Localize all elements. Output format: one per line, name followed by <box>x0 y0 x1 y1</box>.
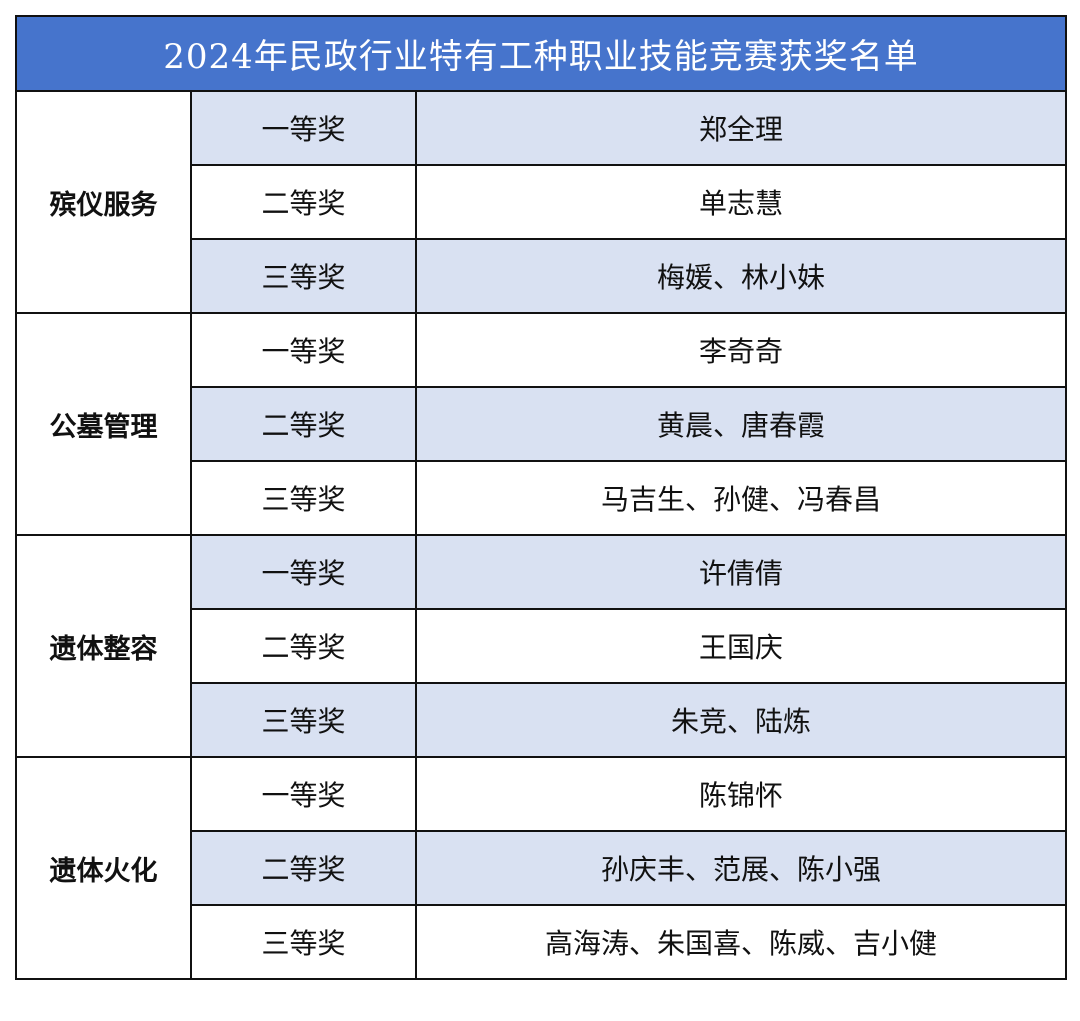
table-row: 三等奖 梅媛、林小妹 <box>16 238 1068 314</box>
winners-cell: 陈锦怀 <box>414 756 1068 832</box>
table-row: 三等奖 高海涛、朱国喜、陈威、吉小健 <box>16 904 1068 980</box>
winners-cell: 朱竞、陆炼 <box>414 682 1068 758</box>
award-level-cell: 一等奖 <box>190 90 417 166</box>
table-row: 二等奖 黄晨、唐春霞 <box>16 386 1068 462</box>
winners-cell: 单志慧 <box>414 164 1068 240</box>
table-row: 二等奖 孙庆丰、范展、陈小强 <box>16 830 1068 906</box>
award-level-cell: 三等奖 <box>190 682 417 758</box>
table-row: 三等奖 朱竞、陆炼 <box>16 682 1068 758</box>
award-level-cell: 二等奖 <box>190 608 417 684</box>
winners-cell: 黄晨、唐春霞 <box>414 386 1068 462</box>
award-level-cell: 三等奖 <box>190 460 417 536</box>
category-cell: 遗体整容 <box>15 534 192 758</box>
table-row: 二等奖 单志慧 <box>16 164 1068 240</box>
category-cell: 殡仪服务 <box>15 90 192 314</box>
table-row: 遗体火化 一等奖 陈锦怀 <box>15 756 1068 980</box>
award-level-cell: 一等奖 <box>190 534 417 610</box>
award-level-cell: 三等奖 <box>190 238 417 314</box>
table-row: 殡仪服务 一等奖 郑全理 <box>15 90 1068 314</box>
category-cell: 公墓管理 <box>15 312 192 536</box>
winners-cell: 许倩倩 <box>414 534 1068 610</box>
table-row: 三等奖 马吉生、孙健、冯春昌 <box>16 460 1068 536</box>
award-level-cell: 二等奖 <box>190 386 417 462</box>
category-cell: 遗体火化 <box>15 756 192 980</box>
award-level-cell: 二等奖 <box>190 830 417 906</box>
table-row: 遗体整容 一等奖 许倩倩 <box>15 534 1068 758</box>
award-level-cell: 二等奖 <box>190 164 417 240</box>
winners-cell: 梅媛、林小妹 <box>414 238 1068 314</box>
winners-cell: 高海涛、朱国喜、陈威、吉小健 <box>414 904 1068 980</box>
winners-cell: 王国庆 <box>414 608 1068 684</box>
award-level-cell: 一等奖 <box>190 756 417 832</box>
winners-cell: 郑全理 <box>414 90 1068 166</box>
award-level-cell: 一等奖 <box>190 312 417 388</box>
winners-cell: 孙庆丰、范展、陈小强 <box>414 830 1068 906</box>
winners-cell: 马吉生、孙健、冯春昌 <box>414 460 1068 536</box>
table-title: 2024年民政行业特有工种职业技能竞赛获奖名单 <box>14 15 1068 92</box>
winners-cell: 李奇奇 <box>414 312 1068 388</box>
table-row: 公墓管理 一等奖 李奇奇 <box>15 312 1068 536</box>
award-table: 2024年民政行业特有工种职业技能竞赛获奖名单 殡仪服务 一等奖 郑全理 二等奖 单志慧… <box>14 15 1068 980</box>
table-row: 二等奖 王国庆 <box>16 608 1068 684</box>
award-level-cell: 三等奖 <box>190 904 417 980</box>
